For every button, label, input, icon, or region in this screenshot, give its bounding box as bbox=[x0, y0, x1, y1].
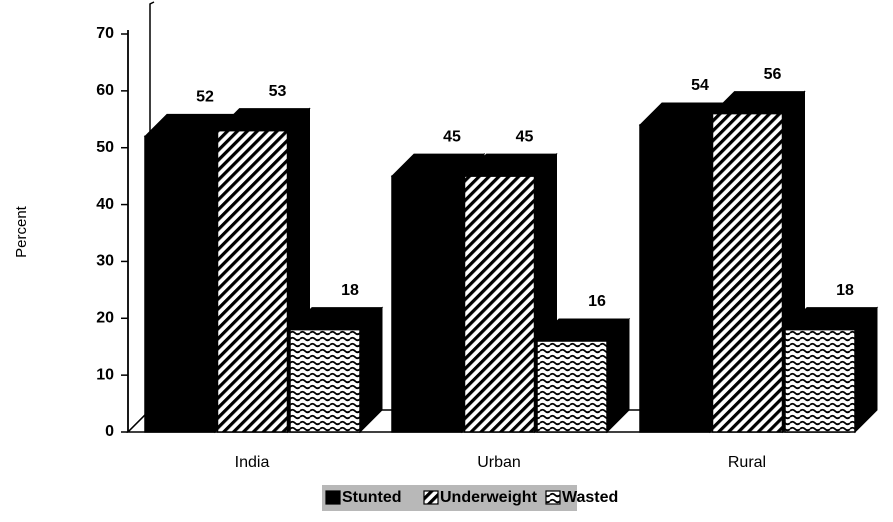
legend-swatch bbox=[423, 490, 439, 505]
legend: Stunted Underweight Wasted bbox=[322, 485, 618, 511]
value-label: 18 bbox=[341, 282, 359, 299]
bar bbox=[784, 328, 856, 433]
value-label: 45 bbox=[516, 128, 534, 145]
y-tick-label: 50 bbox=[96, 139, 114, 156]
value-label: 16 bbox=[588, 293, 606, 310]
value-label: 52 bbox=[196, 89, 214, 106]
y-tick-label: 0 bbox=[105, 423, 114, 440]
legend-label: Wasted bbox=[562, 489, 618, 506]
bar bbox=[536, 340, 608, 433]
legend-box bbox=[322, 485, 577, 511]
x-tick-label: Rural bbox=[728, 454, 766, 471]
bar bbox=[391, 175, 463, 433]
bar bbox=[216, 129, 289, 433]
y-tick-label: 60 bbox=[96, 82, 114, 99]
bar bbox=[144, 135, 216, 433]
legend-label: Underweight bbox=[440, 489, 538, 506]
value-label: 18 bbox=[836, 282, 854, 299]
bar bbox=[463, 175, 536, 433]
y-tick-label: 40 bbox=[96, 196, 114, 213]
y-tick-label: 70 bbox=[96, 25, 114, 42]
value-label: 45 bbox=[443, 128, 461, 145]
y-tick-label: 10 bbox=[96, 366, 114, 383]
bar bbox=[711, 112, 784, 433]
value-label: 54 bbox=[691, 77, 709, 94]
y-tick-label: 20 bbox=[96, 310, 114, 327]
value-label: 56 bbox=[764, 66, 782, 83]
y-tick-label: 30 bbox=[96, 253, 114, 270]
x-tick-label: Urban bbox=[477, 454, 521, 471]
bar bbox=[639, 124, 711, 433]
legend-label: Stunted bbox=[342, 489, 402, 506]
y-axis-label: Percent bbox=[13, 205, 30, 258]
legend-swatch bbox=[325, 490, 341, 505]
bar bbox=[289, 328, 361, 433]
value-label: 53 bbox=[269, 83, 287, 100]
legend-swatch bbox=[545, 490, 561, 505]
x-tick-label: India bbox=[235, 454, 270, 471]
